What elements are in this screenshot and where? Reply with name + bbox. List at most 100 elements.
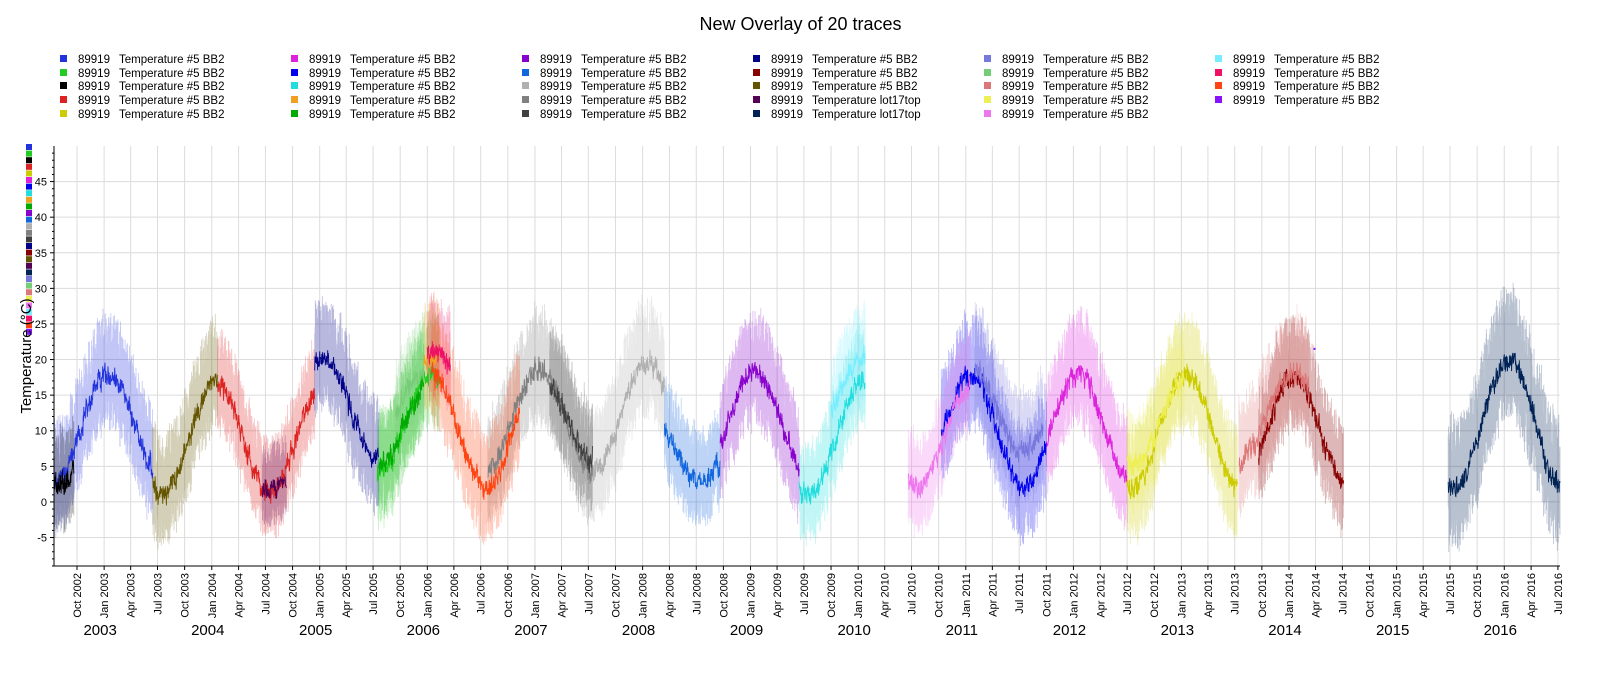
legend-code: 89919: [771, 95, 803, 108]
x-tick-label: Apr 2016: [1526, 573, 1538, 618]
x-tick-label: Jul 2008: [691, 573, 703, 615]
legend-item: 89919 Temperature #5 BB2: [291, 81, 455, 94]
legend-label: Temperature lot17top: [811, 95, 921, 108]
legend-code: 89919: [1233, 81, 1265, 94]
x-tick-label: Apr 2004: [234, 573, 246, 618]
series-strip-swatch: [26, 144, 32, 150]
legend-item: 89919 Temperature #5 BB2: [291, 95, 455, 108]
year-label: 2010: [837, 622, 870, 639]
x-tick-label: Jan 2008: [638, 573, 650, 618]
legend-label: Temperature #5 BB2: [1042, 81, 1149, 94]
series-mean-line: [907, 376, 971, 500]
legend-swatch: [291, 68, 298, 76]
series-strip-swatch: [26, 289, 32, 296]
legend-label: Temperature #5 BB2: [118, 54, 225, 66]
series-strip-swatch: [26, 190, 32, 197]
legend-code: 89919: [78, 95, 110, 108]
year-label: 2014: [1268, 622, 1301, 639]
legend-label: Temperature #5 BB2: [349, 108, 456, 121]
year-label: 2004: [191, 622, 224, 639]
legend-label: Temperature #5 BB2: [349, 81, 456, 94]
x-tick-label: Oct 2015: [1472, 573, 1484, 618]
legend-code: 89919: [309, 81, 341, 94]
x-tick-label: Jan 2009: [746, 573, 758, 618]
x-tick-label: Apr 2011: [987, 573, 999, 617]
x-tick-label: Apr 2013: [1203, 573, 1215, 618]
x-tick-label: Jul 2015: [1445, 573, 1457, 615]
x-tick-label: Jul 2003: [153, 573, 165, 615]
legend-item: 89919 Temperature #5 BB2: [60, 68, 224, 81]
series-strip-swatch: [26, 163, 32, 170]
series-mean-line: [152, 373, 218, 506]
legend-label: Temperature #5 BB2: [580, 67, 687, 80]
legend-label: Temperature lot17top: [811, 108, 921, 121]
series-strip-swatch: [26, 322, 32, 329]
series-mean-line: [314, 350, 380, 468]
legend-swatch: [522, 96, 529, 104]
legend-swatch: [291, 96, 298, 104]
year-label: 2007: [514, 622, 547, 639]
series-line: [1126, 371, 1185, 476]
legend-swatch: [60, 109, 67, 117]
y-tick-label: 45: [35, 177, 47, 189]
series-line: [719, 361, 800, 477]
x-tick-label: Jan 2011: [961, 573, 973, 617]
legend: 89919 Temperature #5 BB2 89919 Temperature …: [60, 54, 1480, 126]
series-strip-swatch: [26, 282, 32, 289]
x-tick-label: Jul 2012: [1122, 573, 1134, 615]
x-tick-label: Apr 2006: [449, 573, 461, 618]
series-mean-line: [1238, 362, 1310, 474]
legend-label: Temperature #5 BB2: [1042, 54, 1149, 66]
legend-code: 89919: [1002, 81, 1034, 94]
legend-item: 89919 Temperature #5 BB2: [984, 54, 1148, 67]
grid: [54, 146, 1560, 566]
x-tick-label: Apr 2009: [772, 573, 784, 618]
x-tick-label: Apr 2003: [126, 573, 138, 618]
chart-title: New Overlay of 20 traces: [699, 14, 902, 34]
series-strip-swatch: [26, 203, 32, 210]
legend-swatch: [984, 55, 991, 62]
x-tick-label: Jul 2006: [476, 573, 488, 615]
legend-code: 89919: [309, 108, 341, 121]
legend-label: Temperature #5 BB2: [811, 81, 918, 94]
legend-code: 89919: [78, 54, 110, 66]
legend-code: 89919: [771, 54, 803, 66]
legend-item: 89919 Temperature #5 BB2: [984, 68, 1148, 81]
series-mean-line: [487, 355, 593, 484]
legend-code: 89919: [540, 81, 572, 94]
series-mean-line: [378, 379, 425, 475]
series-mean-line: [798, 371, 866, 505]
x-tick-label: Jan 2003: [99, 573, 111, 618]
series-mean-line: [974, 360, 1044, 463]
legend-code: 89919: [771, 67, 803, 80]
series-strip-swatch: [26, 196, 32, 203]
legend-swatch: [753, 68, 760, 76]
series-strip-swatch: [26, 177, 32, 183]
series-strip-swatch: [26, 262, 32, 269]
series-line: [1313, 347, 1316, 350]
y-tick-label: 30: [35, 283, 47, 295]
x-tick-label: Jul 2007: [583, 573, 595, 615]
series-strip-swatch: [26, 229, 32, 236]
x-tick-label: Oct 2006: [503, 573, 515, 618]
legend-code: 89919: [1233, 67, 1265, 80]
legend-label: Temperature #5 BB2: [1273, 95, 1380, 108]
legend-label: Temperature #5 BB2: [580, 81, 687, 94]
series-strip-swatch: [26, 256, 32, 263]
legend-item: 89919 Temperature #5 BB2: [291, 54, 455, 67]
x-tick-label: Jul 2004: [260, 573, 272, 615]
series-line: [487, 355, 593, 484]
legend-swatch: [1215, 96, 1222, 104]
legend-code: 89919: [540, 95, 572, 108]
legend-label: Temperature #5 BB2: [1042, 95, 1149, 108]
series-line: [663, 422, 721, 490]
series-strip-swatch: [26, 243, 32, 249]
series-lines: [53, 341, 1561, 506]
series-line: [830, 344, 866, 419]
legend-swatch: [522, 82, 529, 90]
legend-item: 89919 Temperature lot17top: [753, 109, 921, 122]
x-tick-label: Oct 2003: [180, 573, 192, 618]
legend-item: 89919 Temperature lot17top: [753, 95, 921, 108]
x-tick-label: Jan 2013: [1176, 573, 1188, 618]
x-tick-label: Jan 2010: [853, 573, 865, 618]
